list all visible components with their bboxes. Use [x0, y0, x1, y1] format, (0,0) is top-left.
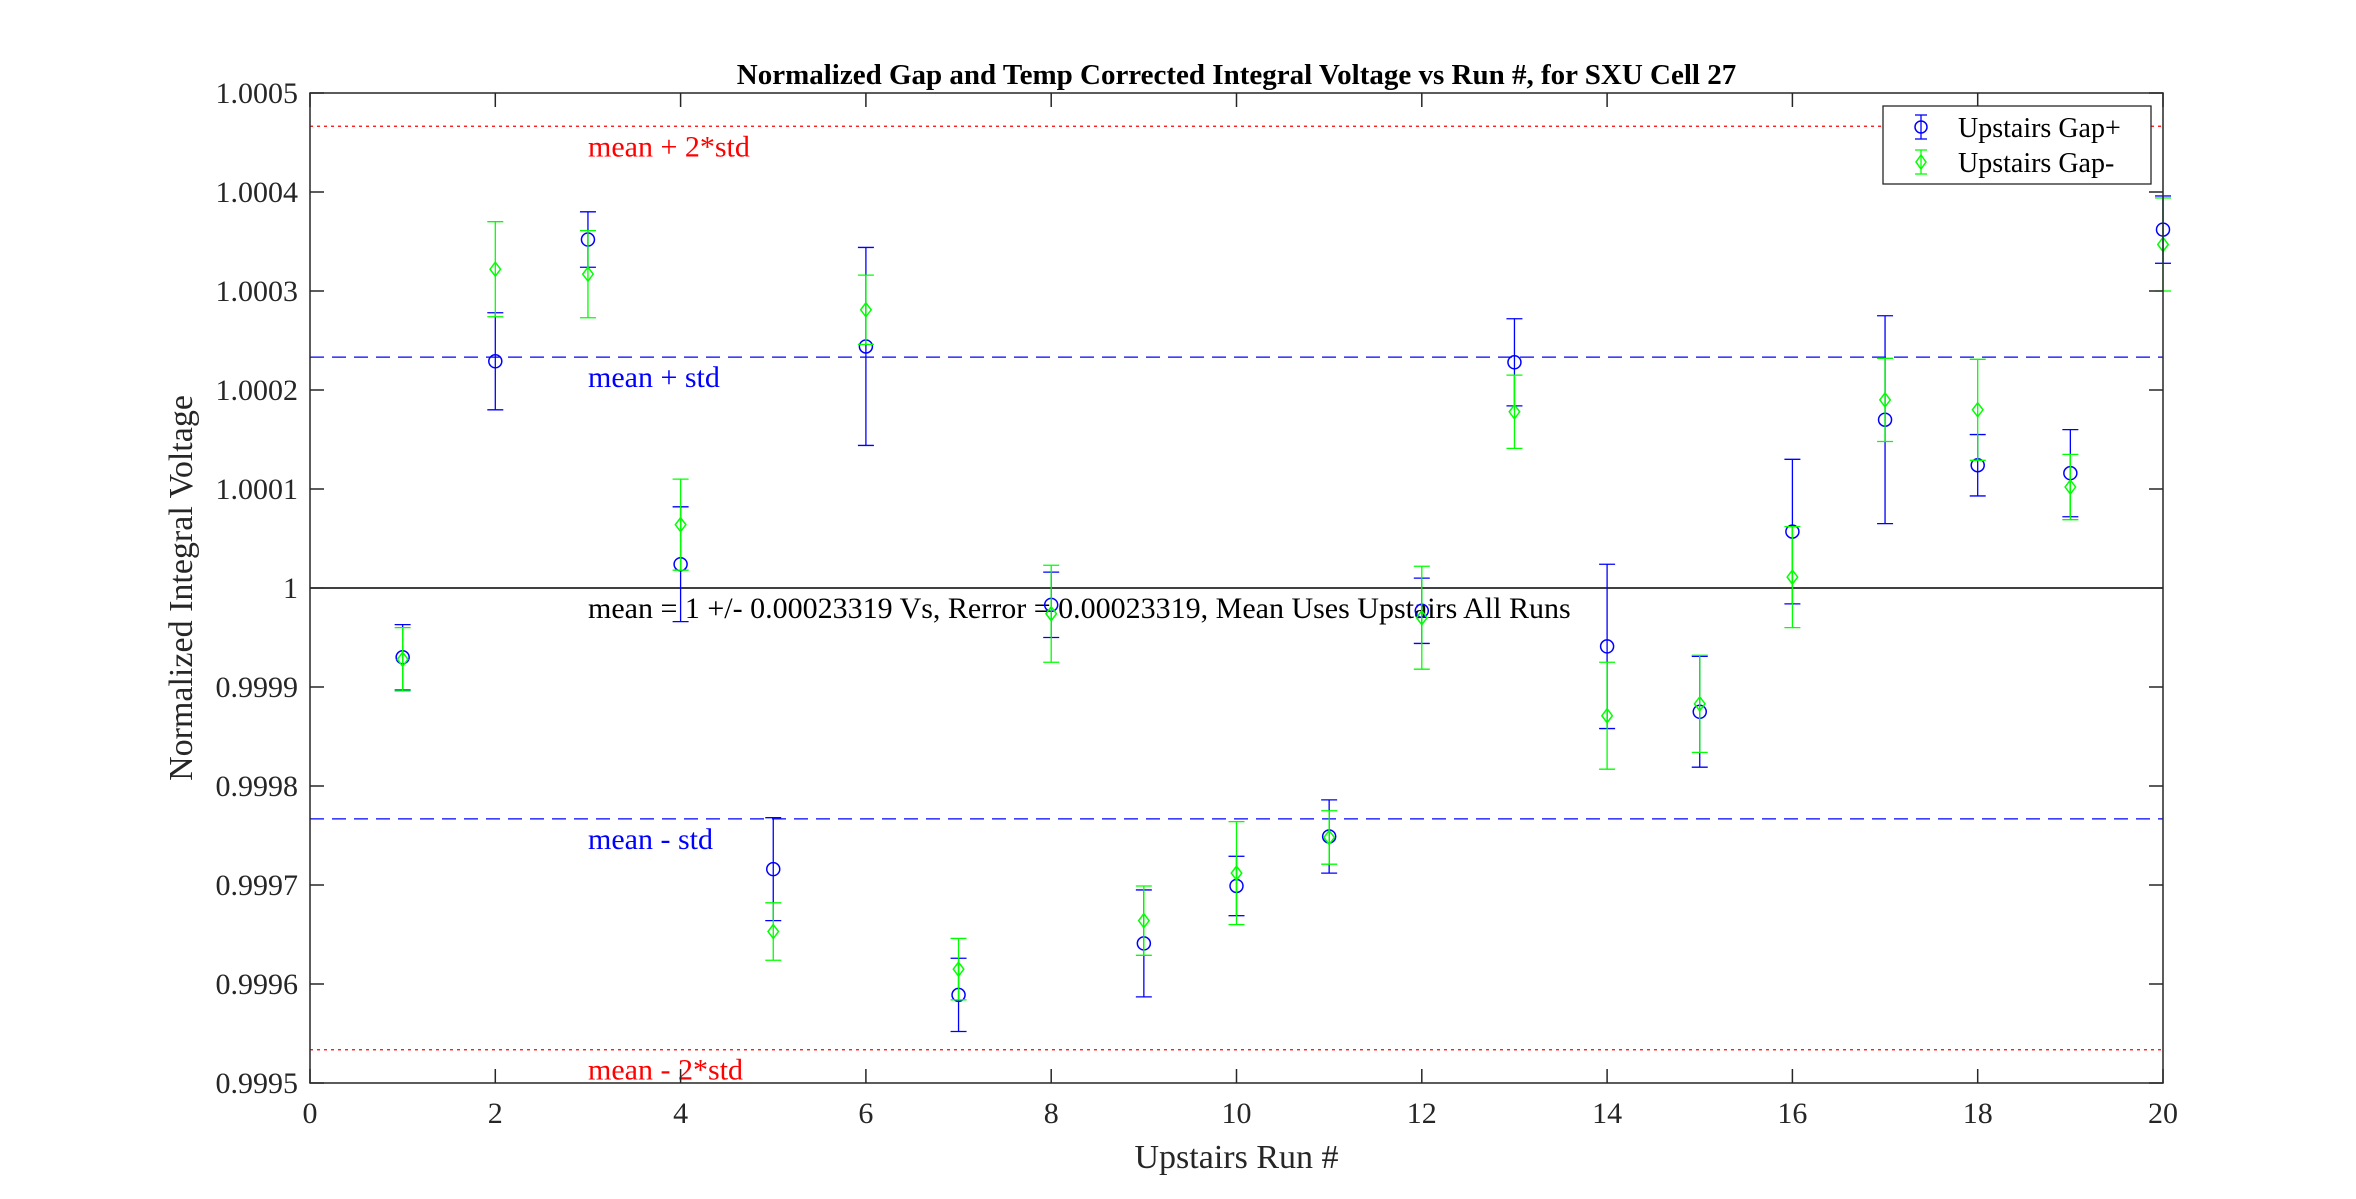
reference-label: mean - 2*std	[588, 1054, 743, 1087]
y-tick-label: 1.0005	[216, 77, 299, 110]
data-point-diamond	[1971, 401, 1984, 419]
x-tick-label: 18	[1963, 1097, 1993, 1130]
data-series	[394, 195, 2171, 1033]
x-tick-label: 4	[673, 1097, 688, 1130]
x-tick-label: 10	[1222, 1097, 1252, 1130]
legend-marker	[1914, 120, 1928, 134]
legend-marker	[1915, 153, 1927, 171]
reference-lines	[310, 125, 2163, 1051]
data-point-diamond	[1786, 568, 1799, 586]
series-upstairs-gap-	[394, 197, 2171, 1001]
chart-title: Normalized Gap and Temp Corrected Integr…	[737, 59, 1736, 91]
data-point-circle	[1599, 639, 1615, 654]
data-point-diamond	[581, 265, 595, 283]
y-axis-label: Normalized Integral Voltage	[163, 395, 200, 781]
data-point-circle	[766, 861, 781, 877]
legend-box	[1882, 105, 2152, 185]
data-point-diamond	[2064, 478, 2077, 496]
y-tick-label: 0.9995	[216, 1067, 299, 1100]
data-point-diamond	[1600, 707, 1614, 724]
legend-label: Upstairs Gap+	[1958, 113, 2121, 144]
reference-label: mean + std	[588, 361, 720, 394]
data-point-diamond	[1693, 695, 1706, 713]
x-tick-label: 6	[858, 1097, 873, 1130]
data-point-diamond	[489, 260, 502, 278]
legend-label: Upstairs Gap-	[1958, 148, 2114, 179]
data-point-diamond	[1137, 912, 1151, 929]
reference-labels: mean + 2*std mean + std mean = 1 +/- 0.000…	[588, 130, 1571, 1086]
data-point-circle	[488, 354, 503, 369]
y-tick-label: 0.9999	[216, 671, 299, 704]
y-tick-label: 1.0002	[216, 374, 299, 407]
y-tick-label: 0.9998	[216, 770, 299, 803]
x-axis-label: Upstairs Run #	[1135, 1139, 1339, 1176]
data-point-diamond	[1878, 391, 1892, 409]
data-point-diamond	[859, 301, 873, 319]
data-point-diamond	[1230, 864, 1243, 882]
data-point-diamond	[674, 516, 687, 533]
data-point-diamond	[1322, 829, 1336, 846]
data-point-diamond	[767, 923, 780, 940]
y-tick-label: 1.0004	[216, 176, 299, 209]
reference-label: mean - std	[588, 823, 713, 856]
y-tick-label: 1	[283, 572, 298, 605]
legend: Upstairs Gap+ Upstairs Gap-	[1882, 105, 2152, 185]
data-point-diamond	[1415, 609, 1428, 626]
x-tick-label: 14	[1592, 1097, 1622, 1130]
y-tick-label: 0.9997	[216, 869, 299, 902]
x-tick-label: 8	[1044, 1097, 1059, 1130]
data-point-diamond	[1508, 403, 1521, 421]
axis-ticks: 0 2 4 6 8 10 12 14 16 18 20 0.9995 0.9996 0.9997 0.999…	[216, 77, 2179, 1130]
x-tick-label: 0	[303, 1097, 318, 1130]
y-tick-label: 1.0003	[216, 275, 299, 308]
x-tick-label: 20	[2148, 1097, 2178, 1130]
x-tick-label: 16	[1777, 1097, 1807, 1130]
reference-label: mean = 1 +/- 0.00023319 Vs, Rerror = 0.0…	[588, 592, 1571, 625]
data-point-diamond	[1045, 605, 1058, 622]
data-point-diamond	[952, 960, 965, 978]
reference-label: mean + 2*std	[588, 130, 750, 163]
data-point-diamond	[396, 651, 409, 668]
x-tick-label: 12	[1407, 1097, 1437, 1130]
x-tick-label: 2	[488, 1097, 503, 1130]
y-tick-label: 0.9996	[216, 968, 299, 1001]
data-point-circle	[1507, 355, 1522, 370]
y-tick-label: 1.0001	[216, 473, 299, 506]
